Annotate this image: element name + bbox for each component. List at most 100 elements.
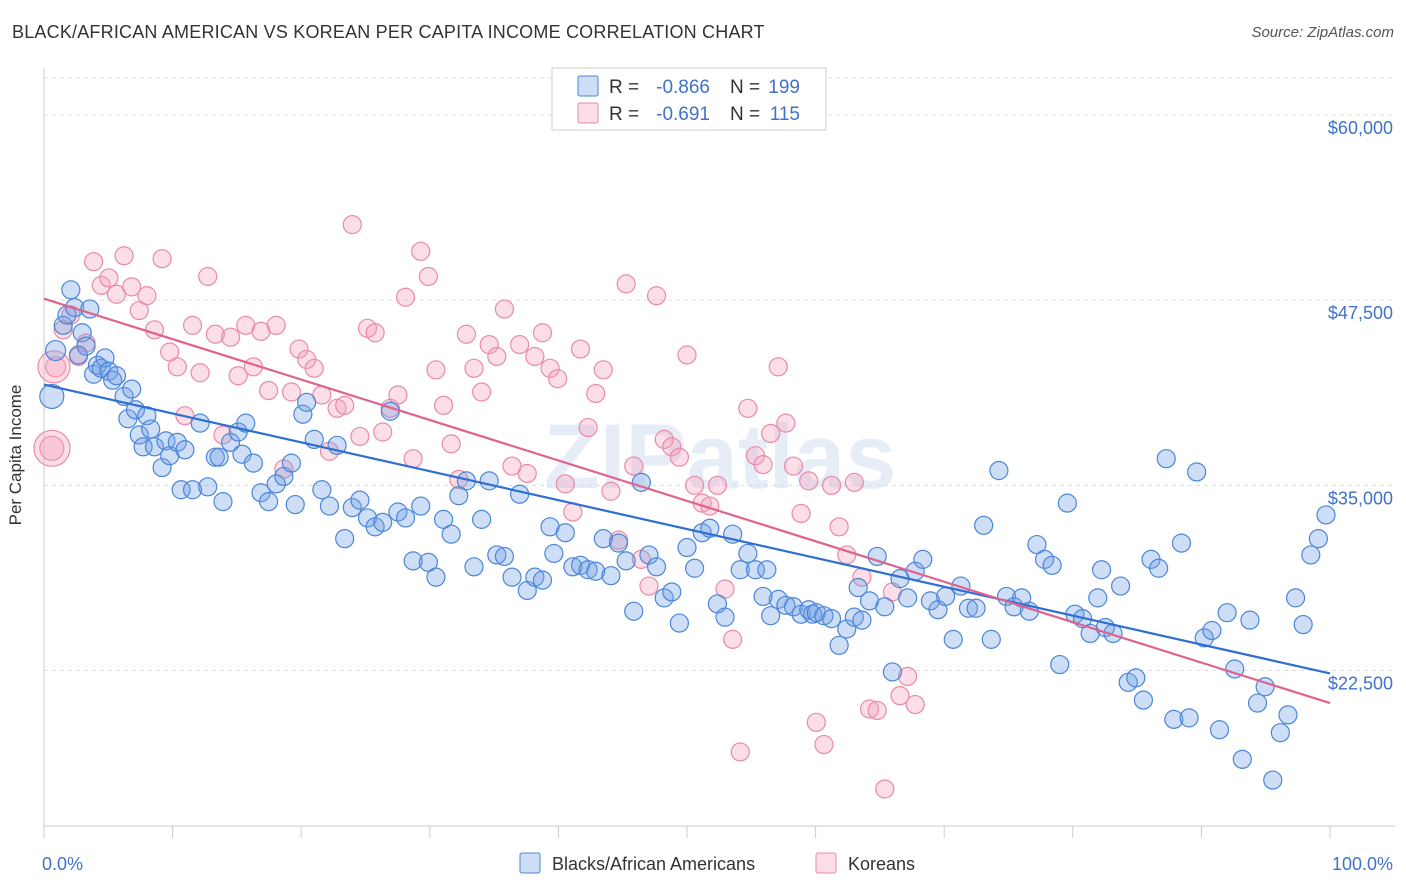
- korean-point: [91, 275, 111, 295]
- korean-point: [289, 339, 309, 359]
- legend-swatch-korean: [815, 852, 837, 874]
- korean-point: [122, 277, 142, 297]
- korean-point: [525, 346, 545, 367]
- black-point: [814, 606, 834, 626]
- black-point: [141, 419, 161, 439]
- y-tick-label: $47,500: [1328, 303, 1393, 323]
- korean-point: [601, 481, 621, 501]
- korean-point: [723, 629, 743, 649]
- korean-point: [426, 360, 446, 380]
- black-point: [403, 551, 423, 571]
- axes: [43, 68, 1395, 838]
- black-point: [293, 404, 313, 424]
- korean-point: [281, 382, 302, 402]
- black-point: [213, 492, 233, 512]
- korean-point: [859, 699, 880, 719]
- korean-point: [472, 382, 492, 402]
- black-point: [867, 546, 887, 567]
- korean-point: [198, 266, 218, 287]
- korean-point: [776, 413, 796, 433]
- black-point: [913, 549, 933, 569]
- korean-point: [570, 339, 591, 359]
- korean-point: [418, 266, 438, 287]
- black-point: [1133, 690, 1154, 710]
- korean-point-large: [33, 429, 71, 467]
- korean-point: [479, 335, 499, 355]
- korean-point: [875, 779, 895, 799]
- korean-point: [738, 398, 758, 418]
- black-point: [167, 432, 187, 452]
- korean-point: [259, 380, 279, 401]
- korean-point: [304, 358, 324, 378]
- black-point: [1316, 505, 1336, 525]
- black-point: [1293, 614, 1313, 635]
- black-point: [677, 537, 697, 558]
- black-point: [958, 598, 979, 618]
- x-tick-labels: 0.0% 100.0%: [42, 854, 1393, 874]
- black-point: [586, 561, 606, 581]
- korean-point: [654, 429, 674, 450]
- legend-label-black: Blacks/African Americans: [552, 854, 755, 874]
- korean-point: [45, 356, 67, 378]
- korean-point: [411, 241, 431, 261]
- black-point: [411, 496, 431, 516]
- black-point: [555, 523, 575, 543]
- korean-point: [365, 323, 385, 343]
- black-point: [715, 607, 735, 627]
- black-point: [494, 546, 515, 567]
- black-point: [312, 480, 332, 500]
- korean-point: [456, 324, 476, 344]
- korean-point: [433, 395, 454, 415]
- legend-r-value: -0.866: [656, 77, 710, 98]
- black-point: [266, 474, 286, 494]
- black-point: [593, 529, 613, 549]
- black-point: [61, 280, 81, 300]
- black-point: [989, 460, 1009, 481]
- korean-trendline: [43, 297, 1331, 705]
- black-point: [487, 545, 507, 565]
- black-point: [373, 512, 393, 532]
- black-point: [821, 609, 842, 629]
- black-point: [745, 560, 766, 580]
- korean-point: [730, 742, 750, 762]
- korean-point: [624, 456, 644, 476]
- black-point: [472, 509, 492, 529]
- black-point: [1240, 610, 1260, 630]
- legend-label-korean: Koreans: [848, 854, 915, 874]
- korean-point: [395, 287, 416, 307]
- korean-point: [327, 398, 347, 418]
- legend-r-label: R =: [609, 77, 639, 98]
- korean-point: [266, 315, 286, 335]
- korean-point: [182, 315, 203, 335]
- black-point: [532, 570, 553, 590]
- legend-n-label: N =: [730, 104, 760, 125]
- black-point: [175, 440, 195, 460]
- black-points: [39, 280, 1336, 790]
- korean-point: [205, 324, 225, 344]
- korean-point: [373, 422, 393, 442]
- black-point: [898, 588, 918, 608]
- korean-point: [190, 363, 210, 383]
- black-point: [757, 560, 777, 580]
- black-point: [1034, 549, 1055, 569]
- black-point: [1202, 620, 1222, 641]
- black-point: [601, 566, 621, 586]
- black-point: [1111, 576, 1131, 596]
- korean-point: [761, 423, 781, 444]
- black-point: [45, 339, 67, 362]
- black-point: [152, 457, 172, 478]
- black-point: [441, 524, 461, 544]
- korean-point: [677, 345, 697, 365]
- black-point: [662, 582, 682, 602]
- korean-point: [342, 215, 362, 235]
- source-label: Source: ZipAtlas.com: [1251, 24, 1394, 41]
- legend-swatch-black: [519, 852, 541, 874]
- korean-point: [593, 360, 613, 380]
- y-tick-label: $22,500: [1328, 673, 1393, 693]
- korean-point: [228, 366, 248, 386]
- black-point: [182, 480, 203, 500]
- korean-point: [388, 385, 408, 405]
- korean-point: [548, 369, 568, 389]
- korean-point: [106, 284, 127, 304]
